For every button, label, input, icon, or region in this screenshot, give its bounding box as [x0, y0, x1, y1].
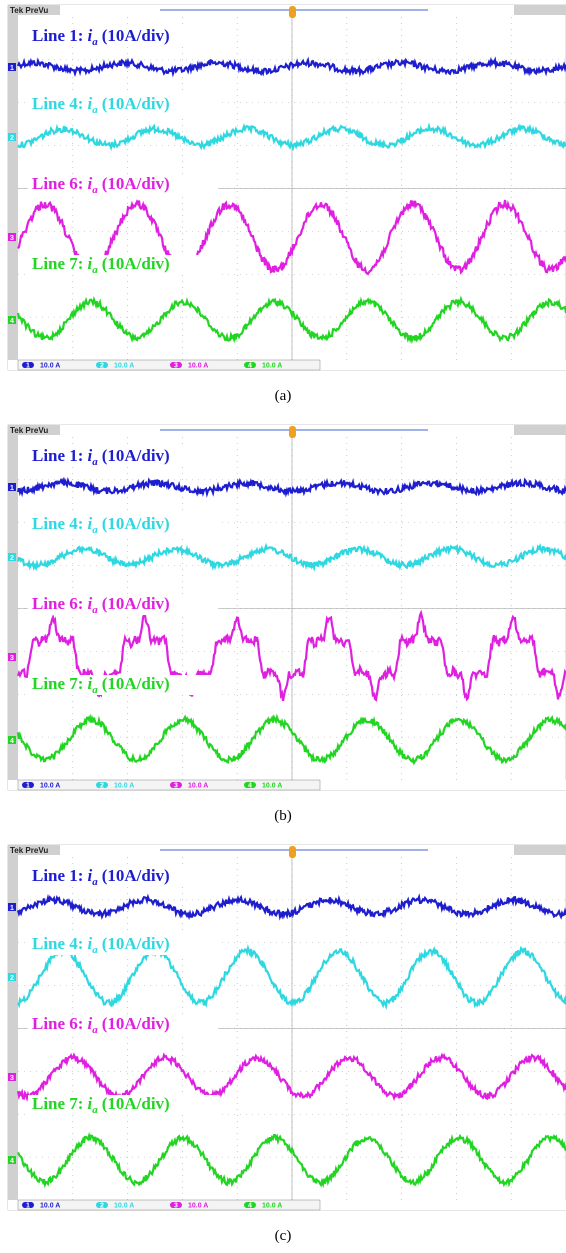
label-subscript: a [92, 1104, 98, 1116]
channel-marker-label: 2 [10, 135, 14, 142]
label-scale: (10A/div) [102, 514, 170, 533]
readout-value: 10.0 A [188, 363, 208, 370]
caption: (a) [275, 388, 292, 404]
readout-channel: 3 [174, 1203, 178, 1210]
readout-channel: 4 [248, 783, 252, 790]
readout-channel: 4 [248, 1203, 252, 1210]
label-line: Line 6: [32, 1014, 83, 1033]
label-line: Line 4: [32, 934, 83, 953]
label-subscript: a [92, 264, 98, 276]
label-subscript: a [92, 456, 98, 468]
trigger-marker [289, 426, 296, 438]
label-line: Line 7: [32, 674, 83, 693]
channel-marker-label: 2 [10, 555, 14, 562]
trigger-marker [289, 846, 296, 858]
figure: Tek PreVu1Line 1:ia(10A/div)2Line 4:ia(1… [0, 0, 566, 1253]
label-scale: (10A/div) [102, 174, 170, 193]
trace-label: Line 7:ia(10A/div) [32, 1094, 170, 1116]
scope-header: Tek PreVu [10, 846, 48, 855]
trace-label: Line 6:ia(10A/div) [32, 1014, 170, 1036]
label-scale: (10A/div) [102, 866, 170, 885]
label-line: Line 6: [32, 594, 83, 613]
readout-value: 10.0 A [188, 1203, 208, 1210]
scope-header: Tek PreVu [10, 6, 48, 15]
caption: (b) [274, 808, 292, 824]
label-line: Line 1: [32, 446, 83, 465]
label-scale: (10A/div) [102, 254, 170, 273]
trace-label: Line 1:ia(10A/div) [32, 26, 170, 48]
caption: (c) [275, 1228, 292, 1244]
label-scale: (10A/div) [102, 446, 170, 465]
label-line: Line 7: [32, 254, 83, 273]
label-line: Line 4: [32, 514, 83, 533]
label-line: Line 4: [32, 94, 83, 113]
readout-value: 10.0 A [40, 783, 60, 790]
readout-channel: 1 [26, 1203, 30, 1210]
channel-marker-label: 4 [10, 738, 14, 745]
readout-channel: 3 [174, 363, 178, 370]
channel-marker-label: 3 [10, 655, 14, 662]
channel-marker-label: 4 [10, 1158, 14, 1165]
label-scale: (10A/div) [102, 674, 170, 693]
label-subscript: a [92, 184, 98, 196]
channel-marker-label: 1 [10, 65, 14, 72]
readout-value: 10.0 A [40, 363, 60, 370]
label-subscript: a [92, 876, 98, 888]
readout-value: 10.0 A [262, 783, 282, 790]
readout-channel: 1 [26, 363, 30, 370]
channel-marker-label: 4 [10, 318, 14, 325]
readout-value: 10.0 A [114, 783, 134, 790]
trace-label: Line 7:ia(10A/div) [32, 674, 170, 696]
readout-channel: 2 [100, 1203, 104, 1210]
label-subscript: a [92, 944, 98, 956]
readout-value: 10.0 A [262, 1203, 282, 1210]
label-line: Line 7: [32, 1094, 83, 1113]
channel-marker-label: 3 [10, 235, 14, 242]
label-scale: (10A/div) [102, 934, 170, 953]
trace-label: Line 7:ia(10A/div) [32, 254, 170, 276]
trace-label: Line 4:ia(10A/div) [32, 934, 170, 956]
trace-label: Line 4:ia(10A/div) [32, 514, 170, 536]
scope-panel: Tek PreVu1Line 1:ia(10A/div)2Line 4:ia(1… [8, 845, 566, 1244]
channel-marker-label: 1 [10, 905, 14, 912]
readout-value: 10.0 A [262, 363, 282, 370]
channel-marker-label: 3 [10, 1075, 14, 1082]
readout-channel: 2 [100, 363, 104, 370]
trace-label: Line 6:ia(10A/div) [32, 174, 170, 196]
readout-value: 10.0 A [40, 1203, 60, 1210]
readout-channel: 4 [248, 363, 252, 370]
label-subscript: a [92, 104, 98, 116]
readout-channel: 2 [100, 783, 104, 790]
label-subscript: a [92, 524, 98, 536]
label-scale: (10A/div) [102, 26, 170, 45]
scope-panel: Tek PreVu1Line 1:ia(10A/div)2Line 4:ia(1… [8, 425, 566, 824]
label-subscript: a [92, 684, 98, 696]
readout-channel: 3 [174, 783, 178, 790]
channel-marker-label: 1 [10, 485, 14, 492]
trace-label: Line 1:ia(10A/div) [32, 446, 170, 468]
label-subscript: a [92, 1024, 98, 1036]
readout-value: 10.0 A [188, 783, 208, 790]
label-scale: (10A/div) [102, 1094, 170, 1113]
label-subscript: a [92, 604, 98, 616]
channel-marker-label: 2 [10, 975, 14, 982]
trace-label: Line 6:ia(10A/div) [32, 594, 170, 616]
label-scale: (10A/div) [102, 94, 170, 113]
trace-label: Line 1:ia(10A/div) [32, 866, 170, 888]
label-line: Line 1: [32, 26, 83, 45]
trace-label: Line 4:ia(10A/div) [32, 94, 170, 116]
label-scale: (10A/div) [102, 1014, 170, 1033]
readout-channel: 1 [26, 783, 30, 790]
label-line: Line 1: [32, 866, 83, 885]
readout-value: 10.0 A [114, 363, 134, 370]
label-scale: (10A/div) [102, 594, 170, 613]
scope-header: Tek PreVu [10, 426, 48, 435]
label-subscript: a [92, 36, 98, 48]
readout-value: 10.0 A [114, 1203, 134, 1210]
label-line: Line 6: [32, 174, 83, 193]
trigger-marker [289, 6, 296, 18]
